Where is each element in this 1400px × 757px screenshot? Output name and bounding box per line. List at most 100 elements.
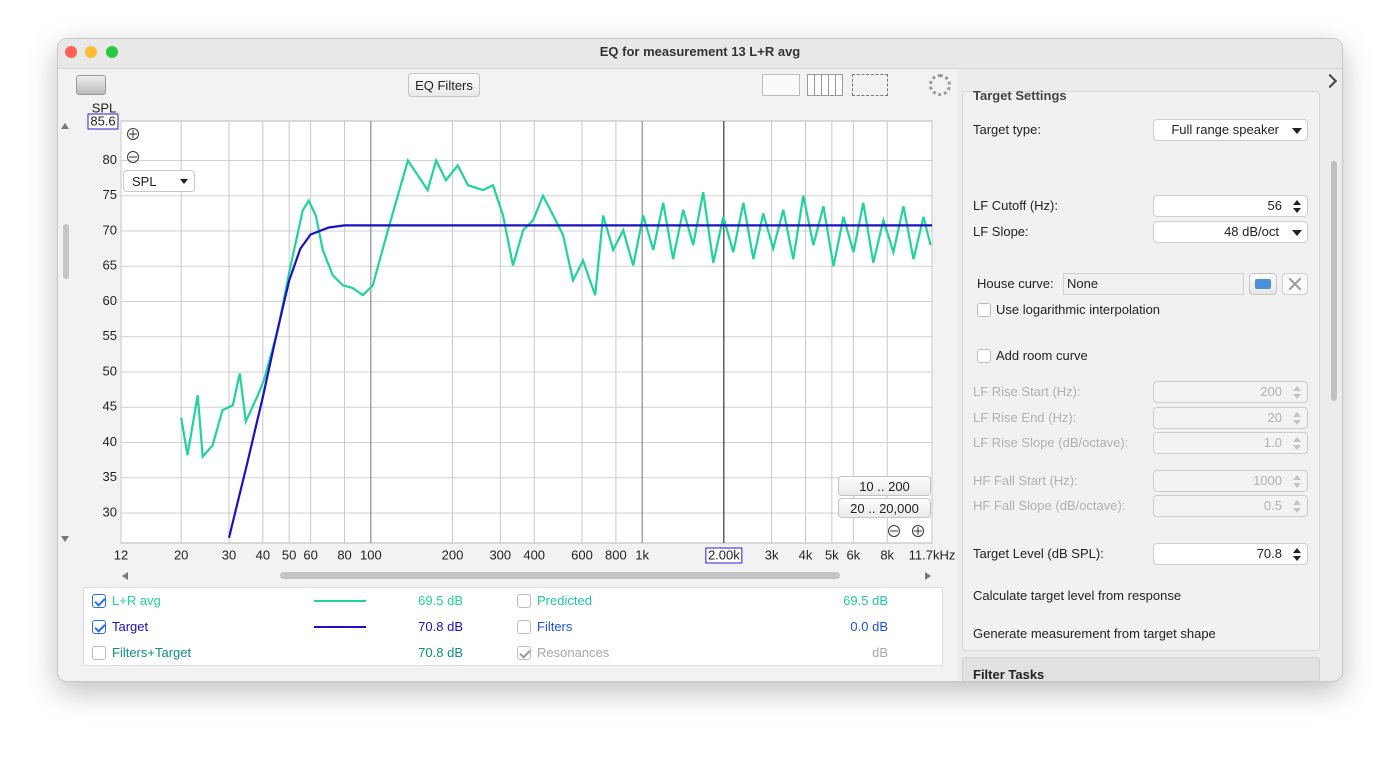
x-tick-label: 12 — [114, 547, 128, 562]
legend-label: Predicted — [537, 593, 592, 608]
x-cursor-label: 2.00k — [708, 547, 740, 562]
side-panel — [962, 91, 1320, 651]
series-line — [227, 224, 932, 538]
y-tick-label: 60 — [103, 293, 117, 308]
dropdown-arrow — [180, 179, 188, 184]
window-title: EQ for measurement 13 L+R avg — [599, 44, 801, 59]
legend-box — [83, 587, 943, 666]
zoom-button[interactable] — [106, 46, 118, 58]
camera-icon[interactable] — [76, 75, 106, 95]
checkbox[interactable] — [977, 349, 991, 363]
y-tick-label: 45 — [103, 399, 117, 414]
layout-icon[interactable] — [762, 74, 800, 96]
x-tick-label: 11.7kHz — [909, 547, 956, 562]
spin-up — [1293, 412, 1301, 417]
spin-down — [1293, 556, 1301, 561]
zoom-icon — [127, 128, 139, 140]
legend-reading: 70.8 dB — [418, 619, 463, 634]
spinner-field: 1.0 — [1153, 432, 1308, 454]
x-tick-label: 4k — [799, 547, 813, 562]
legend-swatch — [314, 600, 366, 602]
field-label: LF Rise Slope (dB/octave): — [973, 435, 1129, 450]
x-tick-label: 40 — [256, 547, 270, 562]
dropdown-field[interactable]: 48 dB/oct — [1153, 221, 1308, 243]
checkbox[interactable] — [92, 620, 106, 634]
x-tick-label: 1k — [635, 547, 649, 562]
cursor-box — [87, 113, 119, 130]
check-mark — [519, 647, 531, 659]
spinner-field[interactable]: 70.8 — [1153, 543, 1308, 565]
field-label: Add room curve — [996, 348, 1088, 363]
x-tick-label: 100 — [360, 547, 382, 562]
y-tick-label: 30 — [103, 504, 117, 519]
y-tick-label: 40 — [103, 434, 117, 449]
spin-down — [1293, 483, 1301, 488]
x-tick-label: 30 — [222, 547, 236, 562]
action-link[interactable]: Generate measurement from target shape — [973, 626, 1216, 641]
eq-filters-button[interactable]: EQ Filters — [408, 73, 480, 97]
dropdown-arrow — [1292, 128, 1302, 134]
legend-reading: 69.5 dB — [843, 593, 888, 608]
scroll-arrow — [61, 536, 69, 542]
spin-up — [1293, 548, 1301, 553]
scroll-arrow — [61, 123, 69, 129]
legend-reading: dB — [872, 645, 888, 660]
columns-icon[interactable] — [807, 74, 843, 96]
spin-down — [1293, 445, 1301, 450]
legend-swatch — [314, 626, 366, 628]
spin-down — [1293, 420, 1301, 425]
range-button[interactable]: 20 .. 20,000 — [838, 498, 931, 518]
y-tick-label: 80 — [103, 152, 117, 167]
settings-icon[interactable] — [929, 74, 951, 96]
dropdown-field[interactable]: Full range speaker — [1153, 119, 1308, 141]
x-tick-label: 800 — [605, 547, 627, 562]
x-tick-label: 50 — [282, 547, 296, 562]
chart: SPL 30 35 40 45 50 55 60 65 70 75 80 12 20 30 40 50 60 80… — [61, 100, 956, 580]
x-tick-label: 8k — [880, 547, 894, 562]
plot-area — [120, 120, 933, 544]
checkbox[interactable] — [517, 594, 531, 608]
spl-selector[interactable]: SPL — [123, 170, 195, 192]
minimize-button[interactable] — [85, 46, 97, 58]
x-tick-label: 3k — [765, 547, 779, 562]
house-curve-field[interactable]: None — [1063, 273, 1244, 295]
spin-down — [1293, 394, 1301, 399]
field-label: HF Fall Slope (dB/octave): — [973, 498, 1126, 513]
spin-up — [1293, 500, 1301, 505]
zoom-icon — [127, 151, 139, 163]
close-button[interactable] — [65, 46, 77, 58]
cursor-box — [705, 547, 743, 564]
checkbox[interactable] — [977, 303, 991, 317]
x-tick-label: 300 — [489, 547, 511, 562]
move-icon[interactable] — [852, 74, 888, 96]
y-axis-label: SPL — [92, 100, 117, 115]
title-bar — [58, 39, 1342, 69]
spinner-field: 20 — [1153, 407, 1308, 429]
field-label: Target type: — [973, 122, 1041, 137]
action-link[interactable]: Calculate target level from response — [973, 588, 1182, 603]
legend-reading: 69.5 dB — [418, 593, 463, 608]
field-label: HF Fall Start (Hz): — [973, 473, 1078, 488]
scroll-arrow — [925, 572, 931, 580]
panel-scrollbar — [1331, 161, 1337, 401]
left-scrollbar — [63, 224, 69, 279]
x-tick-label: 200 — [442, 547, 464, 562]
checkbox[interactable] — [517, 646, 531, 660]
folder-icon — [1255, 279, 1271, 289]
y-tick-label: 70 — [103, 222, 117, 237]
spinner-field: 200 — [1153, 381, 1308, 403]
spinner-field[interactable]: 56 — [1153, 195, 1308, 217]
panel-next-section: Filter Tasks — [973, 667, 1045, 682]
field-label: House curve: — [977, 276, 1054, 291]
checkbox[interactable] — [92, 594, 106, 608]
checkbox[interactable] — [92, 646, 106, 660]
y-tick-label: 35 — [103, 469, 117, 484]
field-label: Use logarithmic interpolation — [996, 302, 1161, 317]
spin-up — [1293, 386, 1301, 391]
selector-value: SPL — [132, 173, 157, 189]
range-button[interactable]: 10 .. 200 — [838, 476, 931, 496]
checkbox[interactable] — [517, 620, 531, 634]
h-scroll-thumb[interactable] — [280, 572, 840, 579]
field-label: LF Slope: — [973, 224, 1029, 239]
